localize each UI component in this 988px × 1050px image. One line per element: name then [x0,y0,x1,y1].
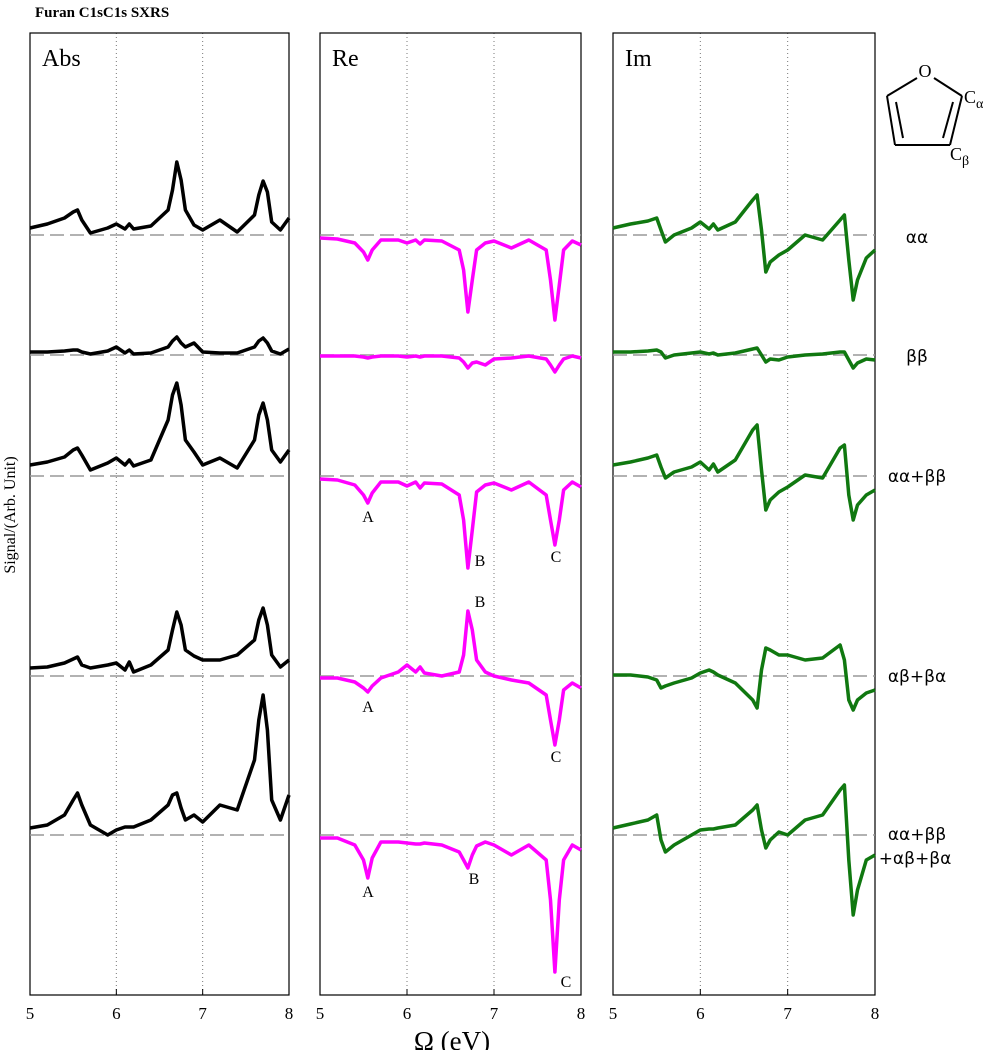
atom-subscript: α [976,97,984,112]
bond [886,77,918,97]
double-bond [895,101,904,139]
row-label: αα+ββ [888,825,946,845]
panel-frame [319,32,582,996]
x-tick-label: 7 [783,1004,792,1023]
peak-label: B [475,553,486,570]
peak-label: C [551,749,562,766]
double-bond [942,101,954,139]
line-series [29,693,291,837]
row-label: αα [906,228,928,248]
x-tick-label: 5 [26,1004,35,1023]
line-series [320,354,582,374]
x-tick-label: 8 [871,1004,880,1023]
line-series [320,836,582,974]
line-series [613,643,876,712]
peak-label: B [475,594,486,611]
atom-symbol: C [950,144,962,164]
x-tick-label: 8 [285,1004,294,1023]
row-label: ββ [906,347,928,367]
x-tick-label: 6 [403,1004,412,1023]
row-label: αβ+βα [888,667,946,687]
peak-label: A [362,884,374,901]
x-tick-label: 7 [198,1004,207,1023]
molecule [886,77,963,146]
peak-label: A [362,699,374,716]
line-series [30,335,290,356]
line-series [612,783,876,917]
panel-frame [29,32,290,996]
line-series [320,609,582,747]
atom-subscript: β [962,154,969,169]
bond [886,95,896,146]
panel-title: Abs [42,46,81,72]
peak-label: C [551,549,562,566]
atom-label: O [919,61,932,81]
line-series [29,381,291,472]
peak-label: A [362,509,374,526]
line-series [29,160,291,235]
x-tick-label: 5 [609,1004,618,1023]
line-series [319,477,582,570]
panel-title: Re [332,46,359,72]
peak-label: B [469,871,480,888]
panel-frame [612,32,876,996]
x-axis-label: Ω (eV) [414,1026,490,1050]
atom-label: Cα [964,87,984,112]
x-tick-label: 8 [577,1004,586,1023]
atom-label: Cβ [950,144,969,169]
line-series [612,193,877,302]
bond [933,77,963,97]
line-series [612,423,876,522]
figure-title: Furan C1sC1s SXRS [35,5,169,21]
x-tick-label: 6 [112,1004,121,1023]
panel: 5 6 7 8 Abs [26,32,294,1023]
peak-label: C [561,974,572,991]
y-axis-label: Signal/(Arb. Unit) [2,456,19,573]
panel-title: Im [625,46,652,72]
panel: 5 6 7 8 Im [609,32,880,1023]
atom-symbol: C [964,87,976,107]
x-tick-label: 6 [696,1004,705,1023]
x-tick-label: 7 [490,1004,499,1023]
bond [949,95,963,146]
row-label: +αβ+βα [879,849,952,869]
x-tick-label: 5 [316,1004,325,1023]
line-series [319,236,582,322]
line-series [613,346,876,370]
row-label: αα+ββ [888,467,946,487]
line-series [29,606,291,674]
panel: 5 6 7 8 Re A B C B A C A B C [316,32,586,1023]
